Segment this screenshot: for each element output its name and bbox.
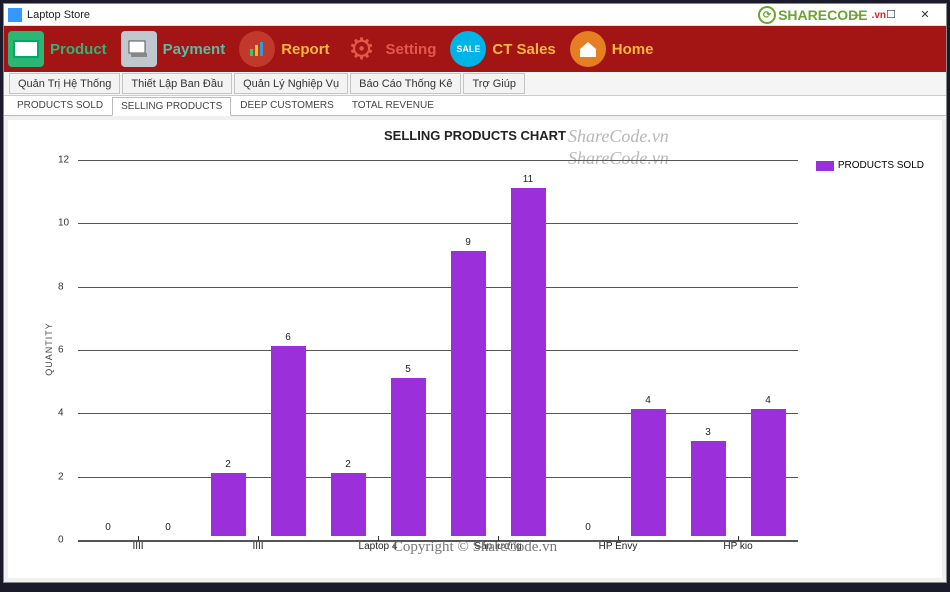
toolbar-ct-sales[interactable]: SALE CT Sales <box>448 29 563 69</box>
chart-bar <box>331 473 366 536</box>
sharecode-watermark-logo: ⟳ SHARECODE.vn <box>758 6 886 24</box>
tab-products-sold[interactable]: PRODUCTS SOLD <box>8 96 112 115</box>
chart-bar <box>511 188 546 536</box>
bar-value-label: 6 <box>285 332 291 343</box>
chart-bar <box>691 441 726 536</box>
chart-bar <box>631 409 666 536</box>
payment-icon <box>121 31 157 67</box>
menu-business-mgmt[interactable]: Quản Lý Nghiệp Vụ <box>234 73 348 94</box>
chart-legend: PRODUCTS SOLD <box>816 160 924 171</box>
sale-icon: SALE <box>450 31 486 67</box>
gridline <box>78 287 798 288</box>
chart-bar <box>751 409 786 536</box>
y-tick-label: 4 <box>58 408 64 419</box>
chart-bar <box>211 473 246 536</box>
app-window: Laptop Store ⟳ SHARECODE.vn — ☐ ✕ Produc… <box>3 3 947 583</box>
tab-total-revenue[interactable]: TOTAL REVENUE <box>343 96 443 115</box>
chart-bar <box>451 251 486 536</box>
copyright-watermark: Copyright © ShareCode.vn <box>393 539 557 556</box>
menu-report-stats[interactable]: Báo Cáo Thống Kê <box>350 73 461 94</box>
home-icon <box>570 31 606 67</box>
bar-value-label: 9 <box>465 237 471 248</box>
chart-bar <box>271 346 306 536</box>
main-toolbar: Product Payment Report ⚙ Setting SALE CT… <box>4 26 946 72</box>
tab-selling-products[interactable]: SELLING PRODUCTS <box>112 97 231 116</box>
toolbar-setting[interactable]: ⚙ Setting <box>342 29 445 69</box>
menu-system-admin[interactable]: Quản Trị Hệ Thống <box>9 73 120 94</box>
titlebar: Laptop Store ⟳ SHARECODE.vn — ☐ ✕ <box>4 4 946 26</box>
bar-value-label: 2 <box>225 459 231 470</box>
x-tick-label: IIII <box>252 541 263 552</box>
gridline <box>78 223 798 224</box>
menu-initial-setup[interactable]: Thiết Lập Ban Đầu <box>122 73 232 94</box>
toolbar-home[interactable]: Home <box>568 29 662 69</box>
bar-value-label: 4 <box>645 395 651 406</box>
chart-title: SELLING PRODUCTS CHART <box>8 120 942 143</box>
bar-value-label: 0 <box>105 522 111 533</box>
x-tick-label: HP Envy <box>599 541 638 552</box>
bar-value-label: 3 <box>705 427 711 438</box>
y-tick-label: 10 <box>58 218 69 229</box>
chart-bar <box>391 378 426 536</box>
app-icon <box>8 8 22 22</box>
y-tick-label: 6 <box>58 345 64 356</box>
x-tick-label: Laptop 4 <box>359 541 398 552</box>
bar-value-label: 11 <box>523 174 533 185</box>
bar-value-label: 0 <box>585 522 591 533</box>
gridline <box>78 413 798 414</box>
x-tick-label: HP kio <box>723 541 752 552</box>
bar-value-label: 5 <box>405 364 411 375</box>
window-title: Laptop Store <box>27 9 840 21</box>
legend-label: PRODUCTS SOLD <box>838 160 924 171</box>
tab-deep-customers[interactable]: DEEP CUSTOMERS <box>231 96 343 115</box>
gridline <box>78 160 798 161</box>
bar-value-label: 2 <box>345 459 351 470</box>
bar-value-label: 0 <box>165 522 171 533</box>
y-tick-label: 2 <box>58 471 64 482</box>
product-icon <box>8 31 44 67</box>
menu-help[interactable]: Trợ Giúp <box>463 73 524 94</box>
toolbar-product[interactable]: Product <box>6 29 115 69</box>
menubar: Quản Trị Hệ Thống Thiết Lập Ban Đầu Quản… <box>4 72 946 96</box>
tabbar: PRODUCTS SOLD SELLING PRODUCTS DEEP CUST… <box>4 96 946 116</box>
toolbar-report[interactable]: Report <box>237 29 337 69</box>
y-tick-label: 12 <box>58 155 69 166</box>
chart-area: SELLING PRODUCTS CHART ShareCode.vn Shar… <box>8 120 942 578</box>
toolbar-payment[interactable]: Payment <box>119 29 234 69</box>
y-axis-label: QUANTITY <box>44 322 54 376</box>
watermark-text: ShareCode.vn <box>568 148 669 169</box>
sharecode-ring-icon: ⟳ <box>758 6 776 24</box>
y-tick-label: 0 <box>58 535 64 546</box>
gridline <box>78 350 798 351</box>
gear-icon: ⚙ <box>344 31 380 67</box>
x-tick-label: IIII <box>132 541 143 552</box>
bar-value-label: 4 <box>765 395 771 406</box>
legend-swatch <box>816 161 834 171</box>
close-button[interactable]: ✕ <box>908 5 942 25</box>
report-icon <box>239 31 275 67</box>
y-tick-label: 8 <box>58 281 64 292</box>
